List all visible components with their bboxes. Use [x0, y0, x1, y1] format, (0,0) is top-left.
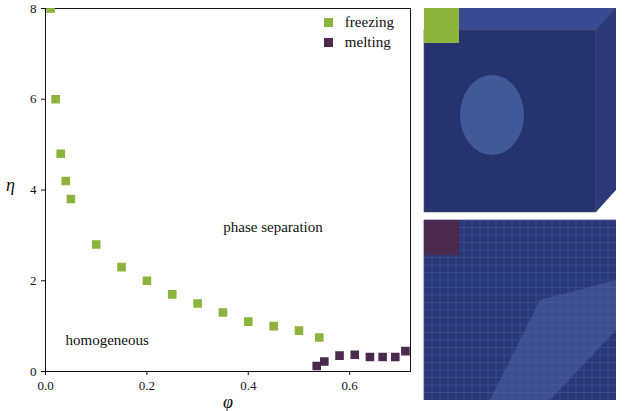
svg-text:0.2: 0.2 [139, 378, 155, 393]
svg-text:8: 8 [30, 1, 37, 16]
svg-text:0.0: 0.0 [37, 378, 53, 393]
html-text:melting: melting [344, 34, 391, 50]
svg-text:4: 4 [30, 182, 37, 197]
html-text:η: η [6, 175, 15, 195]
html-text:freezing: freezing [344, 14, 394, 30]
svg-text:φ: φ [223, 392, 233, 411]
svg-text:0.4: 0.4 [240, 378, 257, 393]
svg-text:phase separation: phase separation [223, 219, 323, 235]
svg-text:0: 0 [30, 364, 37, 379]
svg-text:0.6: 0.6 [342, 378, 359, 393]
svg-text:6: 6 [30, 91, 37, 106]
svg-text:homogeneous: homogeneous [66, 332, 149, 348]
svg-text:2: 2 [30, 273, 37, 288]
